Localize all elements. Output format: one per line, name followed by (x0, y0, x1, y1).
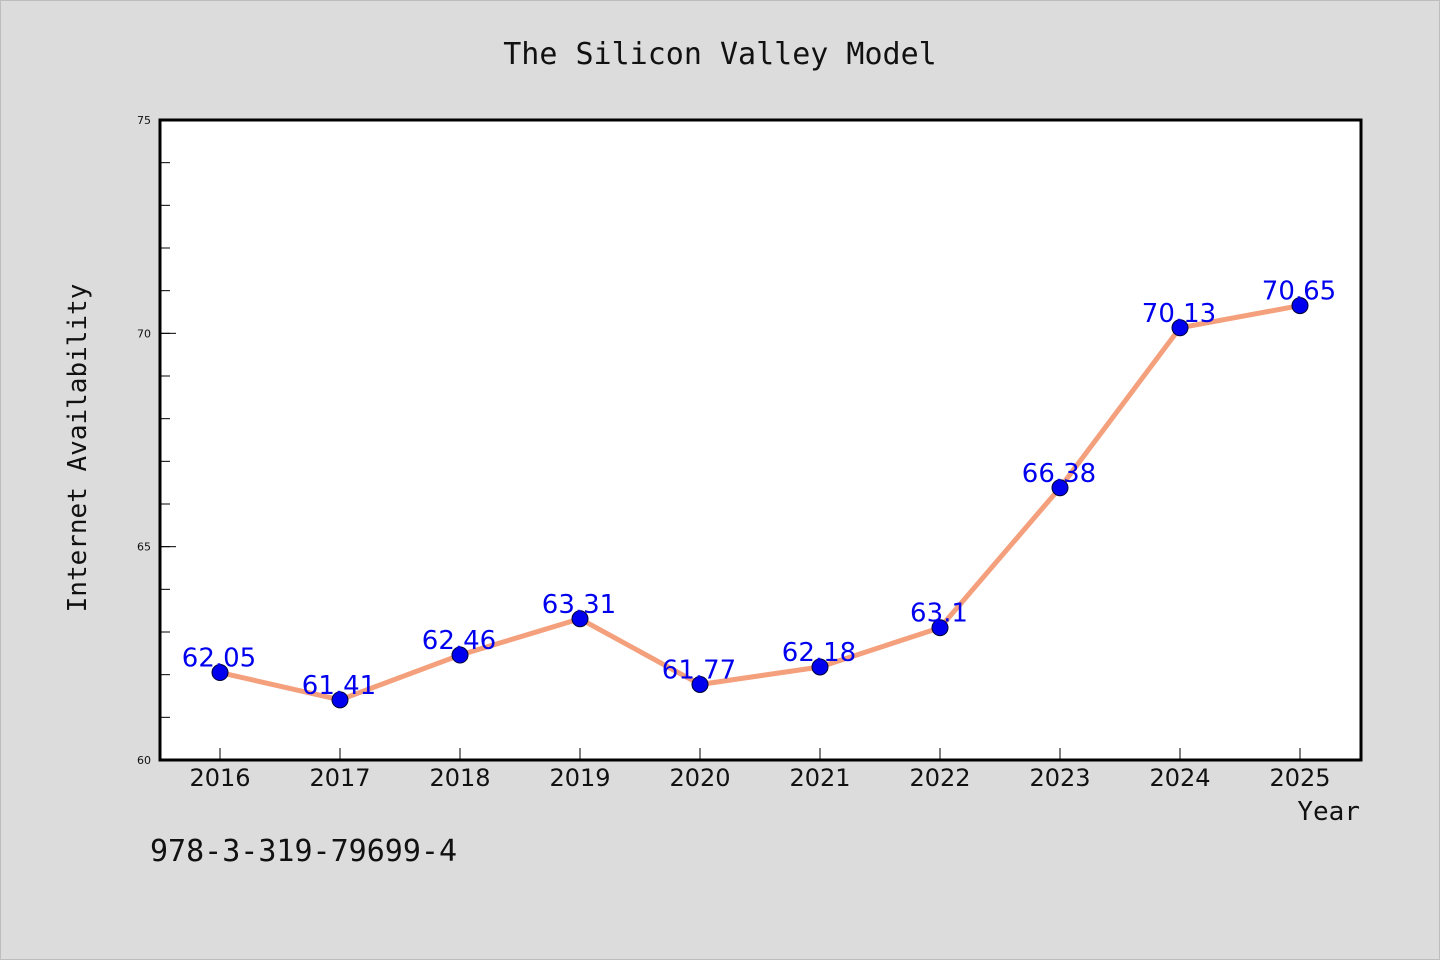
data-point (331, 691, 349, 709)
x-tick-label: 2019 (549, 764, 610, 792)
y-axis-ticks: 60 65 70 75 (137, 114, 176, 767)
y-axis-label: Internet Availability (63, 284, 93, 613)
data-point (691, 675, 709, 693)
data-label: 70.13 (1142, 299, 1216, 329)
x-tick-label: 2025 (1269, 764, 1330, 792)
x-tick-label: 2023 (1029, 764, 1090, 792)
data-point (571, 610, 589, 628)
data-label: 70.65 (1262, 277, 1336, 307)
data-label: 61.41 (302, 671, 376, 701)
data-label: 62.05 (182, 644, 256, 674)
x-axis-label: Year (1297, 797, 1360, 827)
data-label: 62.46 (422, 626, 496, 656)
y-tick-label: 70 (137, 327, 151, 340)
data-point (931, 619, 949, 637)
x-tick-label: 2020 (669, 764, 730, 792)
data-label: 61.77 (662, 655, 736, 685)
data-label: 66.38 (1022, 459, 1096, 489)
data-label: 63.1 (910, 599, 968, 629)
plot-area (158, 118, 1363, 762)
series-line (217, 303, 1303, 703)
y-tick-label: 60 (137, 754, 151, 767)
x-tick-label: 2016 (189, 764, 250, 792)
data-labels: 62.05 61.41 62.46 63.31 61.77 62.18 63.1 66.38 7… (182, 277, 1336, 701)
data-point (1051, 479, 1069, 497)
x-tick-label: 2024 (1149, 764, 1210, 792)
y-tick-label: 75 (137, 114, 151, 127)
footer-code: 978-3-319-79699-4 (150, 834, 458, 869)
data-point (451, 646, 469, 664)
x-tick-label: 2018 (429, 764, 490, 792)
x-axis-ticks: 2016 2017 2018 2019 2020 2021 2022 2023 2024 2025 (189, 748, 1331, 792)
y-tick-label: 65 (137, 541, 151, 554)
chart-title: The Silicon Valley Model (503, 37, 936, 72)
x-tick-label: 2017 (309, 764, 370, 792)
data-label: 62.18 (782, 638, 856, 668)
data-point (1291, 297, 1309, 315)
data-point (211, 664, 229, 682)
data-label: 63.31 (542, 590, 616, 620)
x-tick-label: 2021 (789, 764, 850, 792)
data-point (1171, 319, 1189, 337)
data-points (211, 297, 1309, 709)
x-tick-label: 2022 (909, 764, 970, 792)
data-point (811, 658, 829, 676)
